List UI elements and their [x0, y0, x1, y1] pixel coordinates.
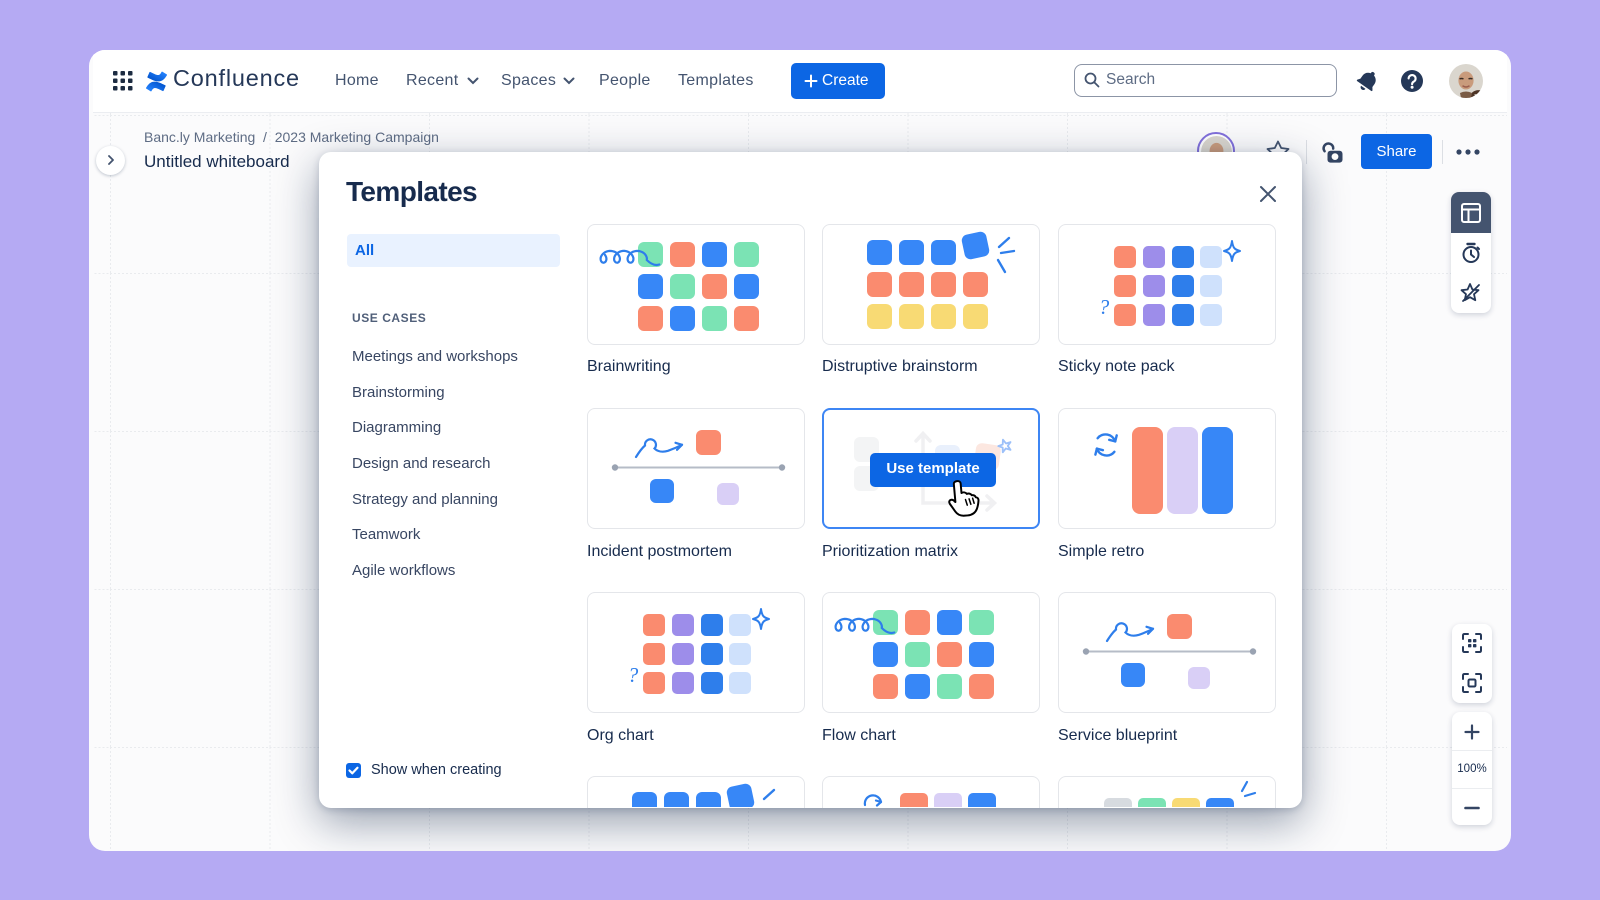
svg-text:Use template: Use template [886, 460, 979, 477]
svg-text:?: ? [628, 663, 639, 687]
svg-text:?: ? [1099, 295, 1110, 319]
